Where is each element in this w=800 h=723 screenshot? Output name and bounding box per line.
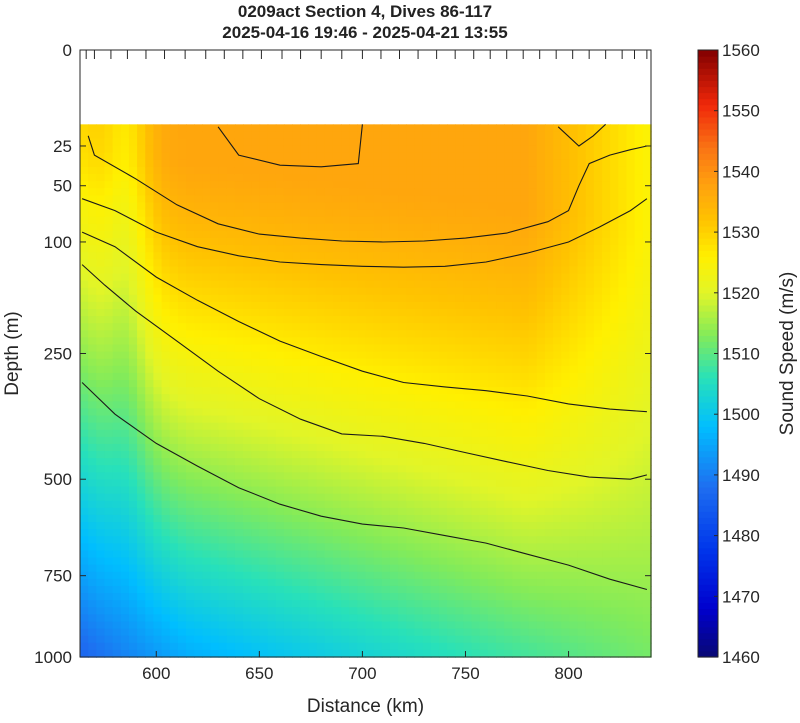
x-tick-label-600: 600 (142, 664, 170, 683)
colorbar-tick-label-1520: 1520 (722, 284, 760, 303)
y-tick-label-750: 750 (44, 567, 72, 586)
colorbar-tick-label-1540: 1540 (722, 162, 760, 181)
colorbar-tick-label-1490: 1490 (722, 466, 760, 485)
chart-title: 0209act Section 4, Dives 86-117 (80, 2, 650, 22)
colorbar-tick-label-1480: 1480 (722, 527, 760, 546)
chart-subtitle: 2025-04-16 19:46 - 2025-04-21 13:55 (80, 23, 650, 43)
y-tick-label-50: 50 (53, 177, 72, 196)
colorbar-tick-label-1560: 1560 (722, 41, 760, 60)
y-tick-label-250: 250 (44, 345, 72, 364)
y-tick-label-25: 25 (53, 137, 72, 156)
y-tick-label-500: 500 (44, 470, 72, 489)
x-tick-label-750: 750 (451, 664, 479, 683)
colorbar-tick-label-1510: 1510 (722, 345, 760, 364)
y-tick-label-100: 100 (44, 233, 72, 252)
colorbar-tick-label-1550: 1550 (722, 102, 760, 121)
x-tick-label-800: 800 (554, 664, 582, 683)
colorbar-tick-label-1530: 1530 (722, 223, 760, 242)
y-tick-label-0: 0 (63, 41, 72, 60)
heatmap-cells (80, 124, 652, 657)
colorbar-tick-label-1500: 1500 (722, 405, 760, 424)
x-tick-label-650: 650 (245, 664, 273, 683)
colorbar-label: Sound Speed (m/s) (777, 272, 798, 436)
colorbar-tick-label-1460: 1460 (722, 648, 760, 667)
y-tick-label-1000: 1000 (34, 648, 72, 667)
x-tick-label-700: 700 (348, 664, 376, 683)
y-axis-label: Depth (m) (2, 311, 23, 395)
x-axis-label: Distance (km) (307, 696, 424, 717)
colorbar-tick-label-1470: 1470 (722, 587, 760, 606)
